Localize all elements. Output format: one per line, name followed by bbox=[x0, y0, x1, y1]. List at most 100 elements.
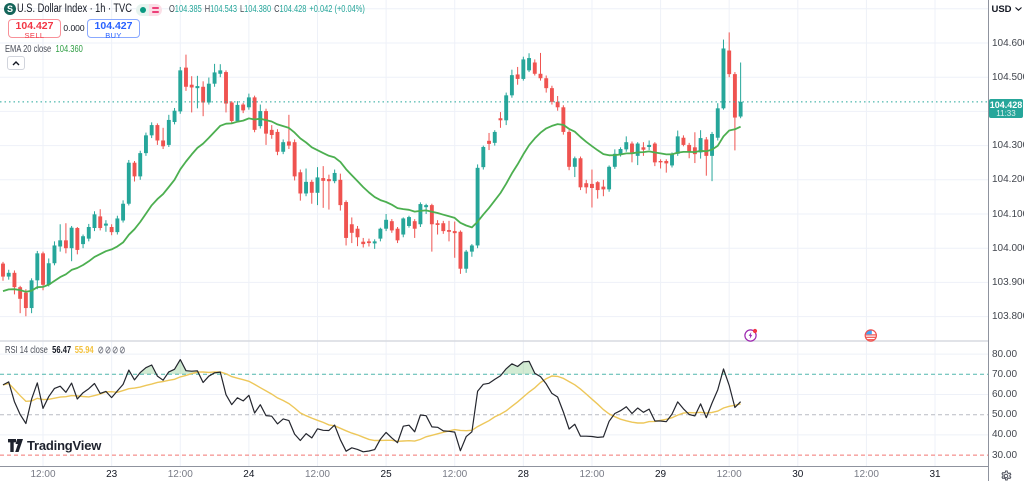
candle-body bbox=[738, 101, 743, 117]
symbol-title[interactable]: U.S. Dollar Index · 1h · TVC bbox=[17, 3, 132, 16]
sell-button[interactable]: 104.427 SELL bbox=[8, 18, 61, 39]
currency-toggle-button[interactable]: USD bbox=[991, 2, 1022, 16]
candle-body bbox=[492, 131, 497, 143]
chevron-up-icon bbox=[12, 60, 20, 65]
candle-body bbox=[144, 135, 148, 154]
candle-body bbox=[23, 292, 28, 309]
economic-event-icon[interactable] bbox=[744, 328, 758, 342]
candle-body bbox=[149, 125, 154, 136]
candle-body bbox=[229, 102, 234, 121]
candle-body bbox=[435, 223, 440, 225]
candle-body bbox=[355, 228, 360, 238]
candle-body bbox=[35, 253, 40, 281]
candle-body bbox=[664, 160, 669, 164]
candle-body bbox=[206, 83, 211, 103]
candle-body bbox=[647, 144, 652, 147]
candle-body bbox=[458, 231, 463, 269]
candle-body bbox=[109, 227, 114, 233]
candle-body bbox=[698, 138, 703, 153]
candle-body bbox=[572, 158, 577, 167]
candle-body bbox=[172, 110, 177, 123]
candle-body bbox=[612, 153, 617, 167]
candle-body bbox=[452, 231, 457, 234]
candle-body bbox=[469, 245, 474, 252]
candle-body bbox=[681, 137, 686, 145]
collapse-legend-button[interactable] bbox=[7, 56, 25, 70]
candle-body bbox=[504, 95, 509, 121]
candle-body bbox=[687, 144, 692, 153]
price-axis[interactable]: USD 104.428 11:33 104.600 104.500 104.300 1… bbox=[989, 0, 1024, 481]
candle-body bbox=[675, 136, 680, 154]
candle-body bbox=[132, 162, 137, 177]
candle-body bbox=[321, 178, 326, 181]
sell-price: 104.427 bbox=[15, 19, 54, 32]
candle-body bbox=[584, 183, 589, 188]
more-options-icon[interactable] bbox=[119, 346, 126, 354]
rsi-indicator-legend[interactable]: RSI 14 close 56.47 55.94 bbox=[5, 344, 127, 356]
rsi-overbought-fill bbox=[3, 359, 741, 375]
candle-body bbox=[252, 97, 257, 130]
candle-body bbox=[635, 143, 640, 156]
rsi-line bbox=[2, 359, 742, 453]
candle-body bbox=[275, 131, 280, 152]
time-axis[interactable]: 12:00 23 12:00 24 12:00 25 12:00 28 12:00 29 12:00… bbox=[0, 467, 988, 481]
candle-body bbox=[63, 240, 68, 249]
candle-body bbox=[590, 183, 594, 188]
time-label-day: 30 bbox=[792, 469, 804, 480]
price-axis-label: 104.500 bbox=[992, 71, 1024, 83]
candle-body bbox=[727, 50, 732, 75]
candle-body bbox=[126, 162, 131, 204]
hide-indicator-icon[interactable] bbox=[98, 346, 104, 354]
candle-body bbox=[92, 214, 97, 229]
candle-body bbox=[81, 236, 85, 245]
us-flag-event-icon[interactable] bbox=[864, 329, 877, 342]
candle-body bbox=[178, 70, 183, 112]
candle-body bbox=[532, 62, 537, 74]
market-status-pill[interactable] bbox=[136, 3, 162, 16]
symbol-name: U.S. Dollar Index bbox=[17, 3, 88, 15]
rsi-legend-actions bbox=[98, 346, 127, 354]
candle-body bbox=[58, 240, 63, 247]
time-label-day: 23 bbox=[106, 469, 118, 480]
time-label-day: 28 bbox=[517, 469, 529, 480]
delete-indicator-icon[interactable] bbox=[112, 346, 118, 354]
candle-body bbox=[224, 72, 228, 104]
candle-body bbox=[521, 59, 526, 79]
candle-body bbox=[212, 72, 217, 84]
candle-body bbox=[710, 133, 714, 156]
tradingview-mark-icon bbox=[8, 439, 23, 452]
rsi-ma-value: 55.94 bbox=[74, 344, 94, 356]
tradingview-logo[interactable]: TradingView bbox=[8, 438, 101, 453]
candle-body bbox=[475, 167, 480, 246]
candle-body bbox=[218, 70, 223, 74]
time-label-day: 24 bbox=[243, 469, 255, 480]
candle-body bbox=[389, 221, 394, 231]
ema-indicator-legend[interactable]: EMA 20 close 104.360 bbox=[5, 43, 83, 55]
candle-body bbox=[447, 230, 451, 232]
open-value: 104.385 bbox=[174, 4, 202, 15]
candle-body bbox=[692, 147, 697, 155]
change-percent: (+0.04%) bbox=[334, 4, 365, 15]
candle-body bbox=[281, 142, 286, 152]
market-open-dot-icon bbox=[139, 6, 146, 13]
candle-body bbox=[103, 223, 108, 226]
ema-line bbox=[2, 117, 741, 293]
axis-settings-gear-icon[interactable] bbox=[1000, 469, 1012, 481]
candle-body bbox=[98, 216, 103, 229]
rsi-axis-label: 30.00 bbox=[992, 449, 1018, 461]
time-label-day: 25 bbox=[380, 469, 392, 480]
candle-body bbox=[298, 172, 303, 194]
candle-body bbox=[201, 86, 206, 103]
candle-body bbox=[641, 147, 646, 150]
buy-button[interactable]: 104.427 BUY bbox=[87, 18, 140, 39]
rsi-label: RSI 14 close bbox=[5, 344, 48, 356]
indicator-settings-icon[interactable] bbox=[105, 346, 111, 354]
candle-body bbox=[246, 97, 251, 108]
candle-body bbox=[235, 104, 240, 121]
symbol-exchange: TVC bbox=[113, 3, 132, 15]
candle-body bbox=[361, 241, 366, 245]
rsi-axis-label: 40.00 bbox=[992, 429, 1018, 441]
time-label-day: 29 bbox=[655, 469, 667, 480]
candle-body bbox=[18, 287, 23, 299]
